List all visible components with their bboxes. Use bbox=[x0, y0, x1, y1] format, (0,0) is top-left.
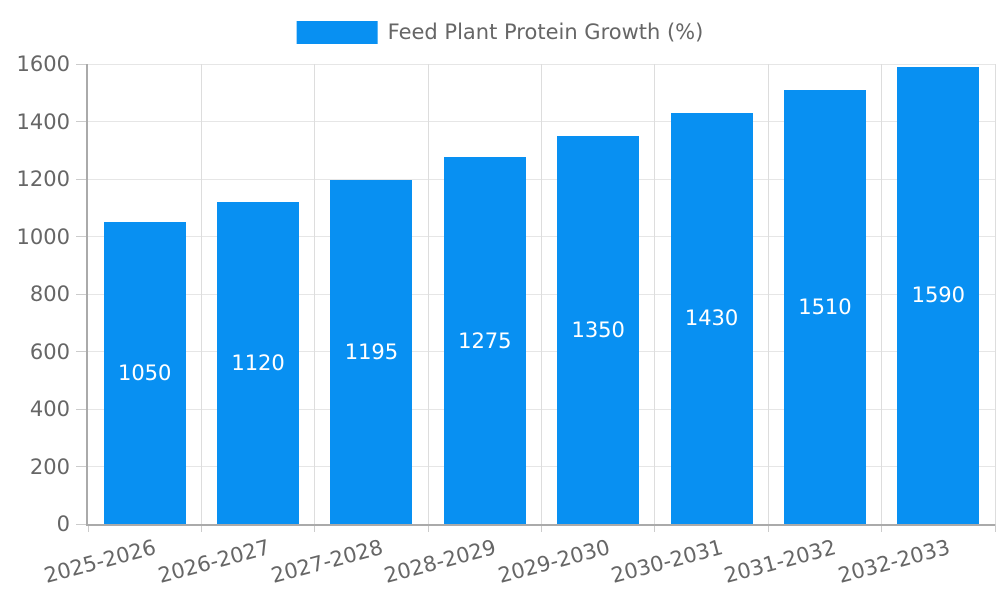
v-gridline bbox=[767, 64, 769, 524]
y-tick-mark bbox=[76, 121, 88, 122]
v-gridline bbox=[200, 64, 202, 524]
y-tick-mark bbox=[76, 293, 88, 295]
y-tick-mark bbox=[76, 408, 88, 410]
y-axis-tick-label: 800 bbox=[29, 282, 70, 306]
y-tick-mark bbox=[76, 236, 88, 237]
x-tick-mark bbox=[767, 524, 769, 532]
y-axis-line bbox=[86, 64, 88, 526]
y-tick-mark bbox=[76, 523, 88, 525]
v-gridline bbox=[994, 64, 996, 524]
x-axis-tick-label: 2025-2026 bbox=[41, 535, 159, 588]
bar[interactable] bbox=[217, 202, 300, 524]
bar[interactable] bbox=[443, 157, 526, 524]
x-tick-mark bbox=[87, 524, 89, 532]
bar[interactable] bbox=[103, 222, 186, 524]
y-axis-tick-label: 1000 bbox=[16, 224, 70, 249]
x-axis-tick-label: 2026-2027 bbox=[155, 535, 273, 588]
v-gridline bbox=[654, 64, 656, 524]
y-axis-tick-label: 200 bbox=[29, 454, 70, 479]
legend-swatch-icon bbox=[296, 21, 378, 44]
x-tick-mark bbox=[541, 524, 542, 532]
bar[interactable] bbox=[783, 89, 866, 524]
y-tick-mark bbox=[76, 63, 88, 65]
bar[interactable] bbox=[897, 66, 980, 524]
x-tick-mark bbox=[200, 524, 202, 532]
v-gridline bbox=[427, 64, 429, 524]
y-axis-tick-label: 1600 bbox=[16, 52, 70, 76]
y-axis-tick-label: 1400 bbox=[16, 109, 70, 134]
bar[interactable] bbox=[330, 180, 413, 524]
bar[interactable] bbox=[670, 112, 753, 524]
x-axis-line bbox=[86, 524, 995, 526]
x-tick-mark bbox=[994, 524, 996, 532]
x-axis-tick-label: 2032-2033 bbox=[835, 535, 953, 588]
bar[interactable] bbox=[557, 135, 640, 524]
y-axis-tick-label: 1200 bbox=[16, 167, 70, 191]
y-axis-tick-label: 600 bbox=[29, 339, 70, 364]
x-axis-tick-label: 2031-2032 bbox=[722, 535, 839, 588]
y-axis-tick-label: 0 bbox=[56, 512, 70, 536]
v-gridline bbox=[881, 64, 883, 524]
legend-item[interactable]: Feed Plant Protein Growth (%) bbox=[296, 20, 704, 44]
y-tick-mark bbox=[76, 466, 88, 467]
y-axis-tick-label: 400 bbox=[29, 397, 70, 421]
v-gridline bbox=[541, 64, 542, 524]
x-tick-mark bbox=[314, 524, 316, 532]
y-tick-mark bbox=[76, 178, 88, 180]
x-axis-tick-label: 2027-2028 bbox=[268, 535, 386, 588]
x-axis-tick-label: 2030-2031 bbox=[608, 535, 726, 588]
x-tick-mark bbox=[654, 524, 656, 532]
x-axis-tick-label: 2028-2029 bbox=[381, 535, 499, 588]
x-axis-tick-label: 2029-2030 bbox=[495, 535, 613, 588]
legend-label: Feed Plant Protein Growth (%) bbox=[387, 20, 704, 44]
v-gridline bbox=[314, 64, 316, 524]
y-tick-mark bbox=[76, 351, 88, 352]
x-tick-mark bbox=[881, 524, 883, 532]
x-tick-mark bbox=[427, 524, 429, 532]
